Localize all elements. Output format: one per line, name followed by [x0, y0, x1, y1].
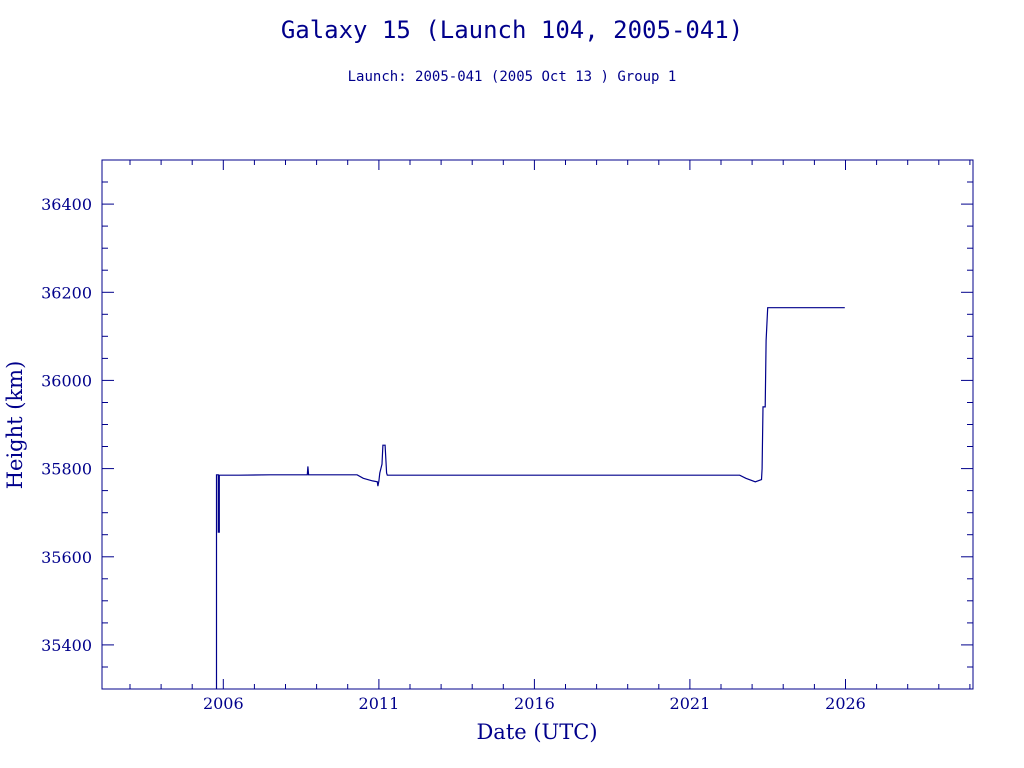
x-tick-label: 2006 — [203, 694, 244, 713]
x-tick-label: 2026 — [825, 694, 866, 713]
y-axis-label: Height (km) — [3, 361, 27, 490]
x-tick-label: 2011 — [359, 694, 400, 713]
y-tick-label: 35800 — [41, 460, 92, 479]
series-line — [215, 307, 845, 689]
y-tick-label: 36000 — [41, 371, 92, 390]
y-tick-labels: 35400 35600 35800 36000 36200 36400 — [41, 195, 92, 655]
y-tick-label: 36400 — [41, 195, 92, 214]
chart-subtitle: Launch: 2005-041 (2005 Oct 13 ) Group 1 — [348, 69, 677, 85]
y-tick-label: 36200 — [41, 283, 92, 302]
chart-title: Galaxy 15 (Launch 104, 2005-041) — [281, 16, 743, 44]
axis-ticks — [102, 159, 973, 690]
x-tick-label: 2021 — [670, 694, 711, 713]
x-tick-labels: 2006 2011 2016 2021 2026 — [203, 694, 866, 713]
x-tick-label: 2016 — [514, 694, 555, 713]
x-axis-label: Date (UTC) — [476, 720, 597, 744]
plot-frame — [101, 159, 974, 690]
y-tick-label: 35600 — [41, 548, 92, 567]
y-tick-label: 35400 — [41, 636, 92, 655]
